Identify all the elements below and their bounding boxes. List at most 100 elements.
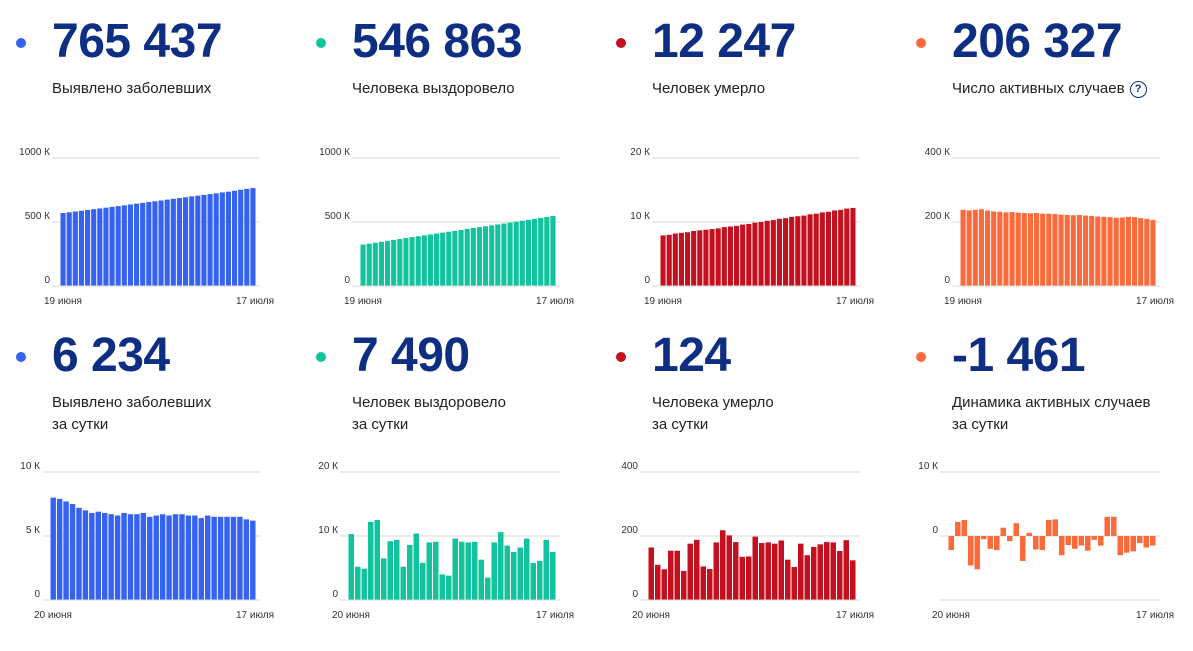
bar [489,225,495,286]
bar [459,541,465,600]
bar [715,228,721,286]
stat-label: Выявлено заболевших за сутки [52,392,211,436]
bar [1095,216,1101,286]
bar [795,216,801,286]
bar [752,536,758,600]
stat-value: -1 461 [952,329,1086,382]
bar [103,207,109,286]
bar [838,209,844,286]
stat-value: 7 490 [352,329,470,382]
stat-label: Человек выздоровело за сутки [352,392,506,436]
bar [391,239,397,286]
bar [691,230,697,286]
x-start-label: 19 июня [644,296,682,307]
bar [843,540,849,600]
bar [464,228,470,286]
bar [400,566,406,600]
bar [56,498,63,600]
bar [813,213,819,286]
y-tick-label: 10 К [318,525,338,536]
question-circle-icon[interactable]: ? [1129,81,1147,98]
bar [694,539,700,600]
bar [183,197,189,286]
bar [495,224,501,286]
bar [668,550,674,600]
card-daily-active-change: -1 461 Динамика активных случаев за сутки 0… [900,328,1193,648]
bar [672,233,678,286]
bar [1150,536,1156,546]
y-tick-label: 400 [621,461,638,472]
bar [1098,536,1104,546]
bar [427,234,433,286]
bar [765,542,771,600]
y-tick-label: 0 [344,275,350,286]
bar [483,226,489,286]
stat-value: 546 863 [352,15,523,68]
bar [811,546,817,600]
bar [746,556,752,600]
bar [134,203,140,286]
bar [179,514,185,600]
bar [1119,217,1125,286]
bar [713,542,719,600]
bar [1143,536,1149,548]
bar [134,514,140,600]
bar [207,194,213,286]
bar [987,536,993,549]
bar [1020,536,1026,561]
bar [850,560,856,600]
bar [409,237,415,286]
bar [538,217,544,286]
legend-dot-recovered [316,352,326,362]
bar [961,520,967,536]
legend-dot-detected [16,38,26,48]
bar [176,198,182,286]
chart-daily-detected: 0 5 К 10 К 20 июня 17 июля [20,461,274,621]
y-tick-label: 20 К [630,147,650,158]
bar [501,223,507,286]
stat-label-line: за сутки [652,416,709,433]
bar [1085,536,1091,551]
chart-daily-active-change: 0 10 К 20 июня 17 июля [918,461,1174,621]
stat-label-line: Человека выздоровело [352,80,515,97]
bar [237,516,243,600]
bar [250,520,256,600]
bar [544,217,550,286]
bar [66,212,72,286]
stat-value: 206 327 [952,15,1123,68]
chart-recovered: 0 500 К 1000 К 19 июня 17 июля [319,147,574,307]
bar [804,555,810,600]
bar [648,547,654,600]
bar [807,214,813,286]
x-start-label: 20 июня [332,610,370,621]
bar [201,194,207,286]
bar [164,199,170,286]
bar [140,512,147,600]
bar [1091,536,1097,540]
stat-value: 12 247 [652,15,796,68]
bar [192,515,198,600]
bar [108,514,114,600]
bar [244,188,250,286]
bar [368,521,374,600]
bar [972,209,978,286]
y-tick-label: 5 К [26,525,40,536]
bar [147,516,153,600]
bar [211,516,217,600]
y-tick-label: 1000 К [19,147,50,158]
bar [195,195,201,286]
bar [850,207,856,286]
bar [1013,523,1019,536]
bar [1124,536,1130,553]
bar [140,202,146,286]
bar [152,201,158,286]
bar [507,222,513,286]
bar [1052,214,1058,286]
bar [1009,212,1015,286]
bar [513,221,519,286]
bar [519,220,525,286]
bar [355,566,361,600]
bar [50,497,56,600]
bar [452,538,458,600]
x-start-label: 19 июня [944,296,982,307]
